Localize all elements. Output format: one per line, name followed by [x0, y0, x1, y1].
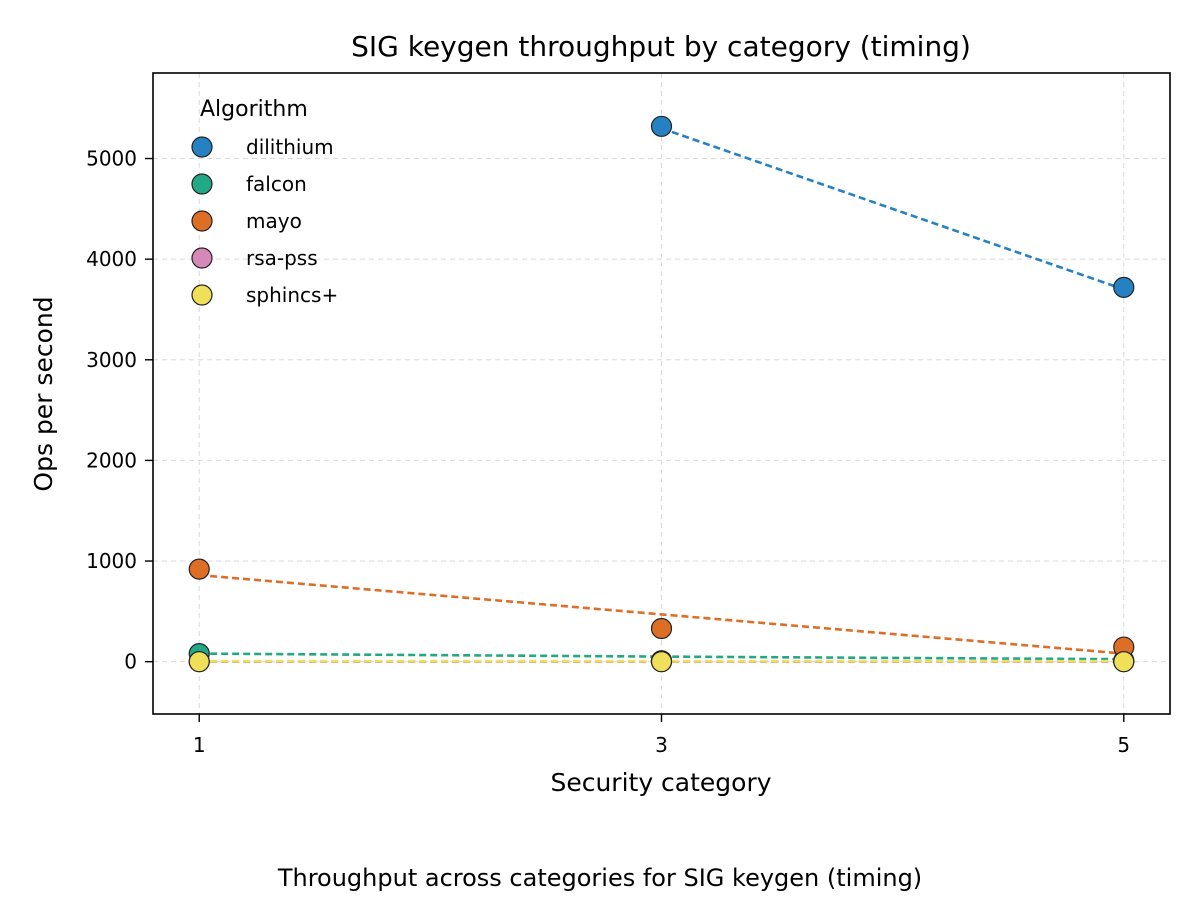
- data-point-dilithium: [1113, 276, 1135, 298]
- legend-label-mayo: mayo: [246, 209, 302, 233]
- trend-line-mayo: [199, 573, 1124, 655]
- data-point-sphincs+: [188, 651, 210, 673]
- legend-label-falcon: falcon: [246, 172, 307, 196]
- y-tick-label: 0: [124, 650, 137, 674]
- data-point-dilithium: [650, 115, 673, 137]
- data-point-mayo: [188, 558, 210, 580]
- legend-marker-falcon: [191, 173, 213, 195]
- x-axis: 1 3 5: [193, 714, 1130, 757]
- legend-label-sphincs+: sphincs+: [246, 283, 338, 307]
- y-axis-label: Ops per second: [29, 296, 58, 491]
- y-tick-label: 1000: [86, 549, 137, 573]
- y-tick-label: 4000: [86, 247, 137, 271]
- data-point-sphincs+: [650, 651, 673, 673]
- data-point-sphincs+: [1113, 651, 1135, 673]
- legend-marker-sphincs+: [191, 284, 213, 306]
- legend-label-dilithium: dilithium: [246, 135, 334, 159]
- data-points: [188, 115, 1135, 673]
- legend-title: Algorithm: [200, 97, 308, 122]
- legend-marker-dilithium: [191, 136, 213, 158]
- x-tick-label: 1: [193, 733, 206, 757]
- y-tick-label: 3000: [86, 348, 137, 372]
- x-axis-label: Security category: [550, 768, 771, 797]
- x-tick-label: 3: [655, 733, 668, 757]
- figure-caption: Throughput across categories for SIG key…: [277, 864, 923, 892]
- y-tick-label: 2000: [86, 448, 137, 472]
- y-tick-label: 5000: [86, 147, 137, 171]
- data-point-mayo: [650, 617, 673, 640]
- legend: Algorithm dilithium falcon mayo rsa-pss sphi…: [191, 97, 338, 307]
- y-axis: 0 1000 2000 3000 4000 5000: [86, 147, 153, 674]
- x-tick-label: 5: [1117, 733, 1130, 757]
- legend-marker-rsa-pss: [191, 247, 213, 269]
- chart-title: SIG keygen throughput by category (timin…: [351, 30, 971, 63]
- legend-label-rsa-pss: rsa-pss: [246, 246, 318, 270]
- trend-line-dilithium: [661, 127, 1125, 291]
- legend-marker-mayo: [191, 210, 213, 232]
